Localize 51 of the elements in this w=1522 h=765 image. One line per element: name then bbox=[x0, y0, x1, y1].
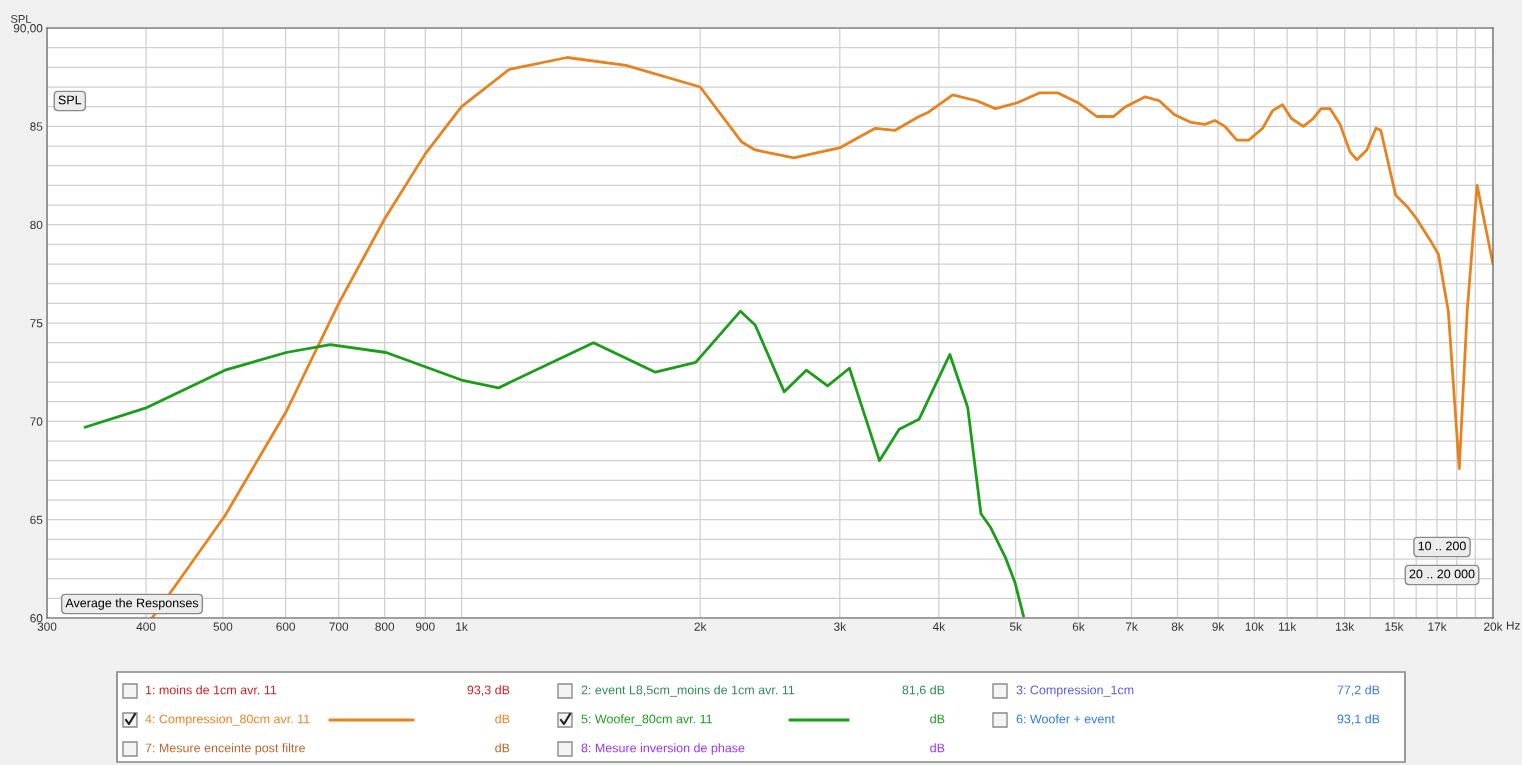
text: 93,3 dB bbox=[467, 685, 510, 696]
x-tick-label: 900 bbox=[415, 622, 435, 631]
annotation: 10 .. 200 bbox=[1418, 541, 1466, 551]
x-tick-label: 700 bbox=[329, 622, 349, 631]
y-tick-label: 90,00 bbox=[13, 24, 43, 34]
x-tick-label: 20k bbox=[1484, 622, 1503, 631]
x-tick-label: 13k bbox=[1336, 622, 1355, 631]
text: 1: moins de 1cm avr. 11 bbox=[145, 685, 277, 695]
x-tick-label: 5k bbox=[1009, 622, 1022, 631]
x-tick-label: 600 bbox=[276, 622, 296, 631]
x-tick-label: 3k bbox=[834, 622, 847, 631]
x-tick-label: 800 bbox=[375, 622, 395, 631]
x-tick-label: 7k bbox=[1125, 622, 1138, 631]
text: 93,1 dB bbox=[1337, 714, 1380, 725]
text: dB bbox=[495, 743, 510, 753]
x-tick-label: 300 bbox=[37, 622, 57, 631]
y-tick-label: 70 bbox=[30, 417, 43, 426]
x-tick-label: 4k bbox=[932, 622, 946, 631]
y-tick-label: 65 bbox=[30, 515, 43, 525]
text: 5: Woofer_80cm avr. 11 bbox=[581, 714, 712, 726]
x-tick-label: 10k bbox=[1245, 622, 1264, 631]
x-tick-label: 9k bbox=[1212, 622, 1225, 631]
x-tick-label: 8k bbox=[1171, 622, 1184, 631]
annotation: Average the Responses bbox=[65, 598, 199, 610]
text: dB bbox=[930, 714, 945, 724]
y-tick-label: 80 bbox=[30, 220, 43, 230]
x-tick-label: 1k bbox=[456, 622, 468, 631]
x-axis-title: Hz bbox=[1506, 621, 1520, 630]
x-tick-label: 11k bbox=[1278, 622, 1297, 631]
x-tick-label: 400 bbox=[136, 622, 156, 631]
x-tick-label: 2k bbox=[694, 622, 707, 631]
text: dB bbox=[495, 714, 510, 724]
x-tick-label: 17k bbox=[1428, 622, 1447, 631]
text: 2: event L8,5cm_moins de 1cm avr. 11 bbox=[581, 685, 795, 697]
y-tick-label: 75 bbox=[30, 319, 43, 328]
text: 7: Mesure enceinte post filtre bbox=[145, 743, 305, 755]
y-tick-label: 60 bbox=[30, 614, 43, 623]
text: 8: Mesure inversion de phase bbox=[581, 743, 745, 755]
text: dB bbox=[930, 743, 945, 753]
x-tick-label: 6k bbox=[1072, 622, 1085, 631]
y-axis-title: SPL bbox=[10, 14, 32, 23]
text: 3: Compression_1cm bbox=[1016, 685, 1134, 697]
text: 6: Woofer + event bbox=[1016, 714, 1115, 724]
annotation: SPL bbox=[58, 95, 82, 105]
x-tick-label: 500 bbox=[213, 622, 233, 631]
text: 81,6 dB bbox=[902, 685, 945, 696]
text: 4: Compression_80cm avr. 11 bbox=[145, 714, 310, 726]
text: 77,2 dB bbox=[1337, 685, 1380, 696]
y-tick-label: 85 bbox=[30, 122, 43, 131]
x-tick-label: 15k bbox=[1385, 622, 1404, 631]
annotation: 20 .. 20 000 bbox=[1409, 569, 1475, 579]
